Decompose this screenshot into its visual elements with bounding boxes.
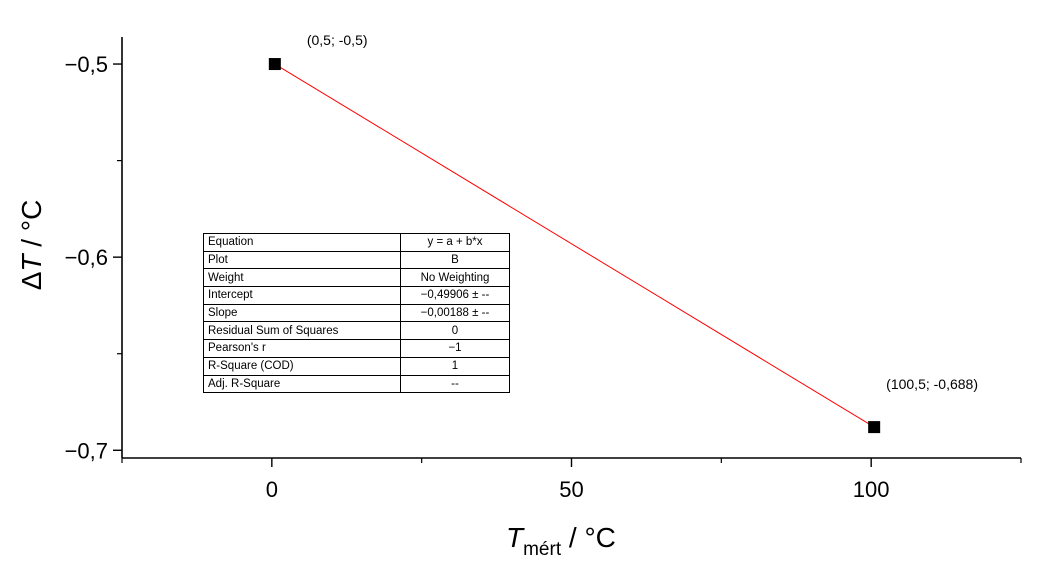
fit-table-value: 1 — [400, 356, 510, 376]
fit-parameters-table: Equation y = a + b*x Plot B Weight No Weighti… — [203, 233, 510, 394]
fit-table-key: Slope — [203, 303, 401, 323]
fit-table-row: Slope −0,00188 ± -- — [203, 303, 510, 323]
fit-table-row: Residual Sum of Squares 0 — [203, 321, 510, 341]
fit-table-row: Weight No Weighting — [203, 268, 510, 288]
x-axis-title-unit: / °C — [561, 522, 616, 553]
fit-table-row: Equation y = a + b*x — [203, 233, 510, 252]
point-labels-group: (0,5; -0,5) (100,5; -0,688) — [307, 32, 978, 392]
ticks: 0 50 100 −0,5 −0,6 −0,7 — [65, 52, 1022, 502]
x-tick-label: 100 — [853, 477, 890, 502]
fit-table-value: −1 — [400, 339, 510, 358]
fit-table-key: Adj. R-Square — [203, 374, 401, 394]
fit-table-row: Pearson's r −1 — [203, 339, 510, 358]
fit-table-value: −0,49906 ± -- — [400, 286, 510, 305]
fit-table-value: y = a + b*x — [400, 233, 510, 252]
y-tick-label: −0,7 — [65, 438, 108, 463]
fit-table-row: R-Square (COD) 1 — [203, 356, 510, 376]
data-point — [868, 421, 881, 434]
y-axis-title-unit: / °C — [16, 200, 47, 255]
fit-table-row: Adj. R-Square -- — [203, 374, 510, 394]
x-tick-label: 50 — [559, 477, 583, 502]
fit-table-key: R-Square (COD) — [203, 356, 401, 376]
data-point-label: (0,5; -0,5) — [307, 32, 368, 48]
fit-table-value: −0,00188 ± -- — [400, 303, 510, 323]
fit-table-key: Weight — [203, 268, 401, 288]
x-axis-title-main: T — [506, 522, 525, 553]
fit-table-key: Residual Sum of Squares — [203, 321, 401, 341]
fit-table-key: Pearson's r — [203, 339, 401, 358]
fit-table-value: No Weighting — [400, 268, 510, 288]
points-group — [268, 58, 881, 434]
fit-table-key: Equation — [203, 233, 401, 252]
fit-table-row: Intercept −0,49906 ± -- — [203, 286, 510, 305]
fit-table-value: B — [400, 250, 510, 270]
data-point-label: (100,5; -0,688) — [886, 376, 978, 392]
fit-table-row: Plot B — [203, 250, 510, 270]
y-tick-label: −0,5 — [65, 52, 108, 77]
fit-table-key: Intercept — [203, 286, 401, 305]
y-axis-title-prefix: Δ — [16, 272, 47, 291]
x-axis-title-sub: mért — [523, 539, 562, 560]
y-axis-title: ΔT / °C — [16, 200, 47, 291]
fit-table-value: -- — [400, 374, 510, 394]
fit-line — [274, 63, 875, 428]
fit-line-group — [274, 63, 875, 428]
y-tick-label: −0,6 — [65, 245, 108, 270]
y-axis-title-main: T — [16, 253, 47, 272]
data-point — [268, 58, 281, 71]
x-tick-label: 0 — [266, 477, 278, 502]
fit-table-value: 0 — [400, 321, 510, 341]
fit-table-key: Plot — [203, 250, 401, 270]
x-axis-title: Tmért / °C — [506, 522, 616, 560]
